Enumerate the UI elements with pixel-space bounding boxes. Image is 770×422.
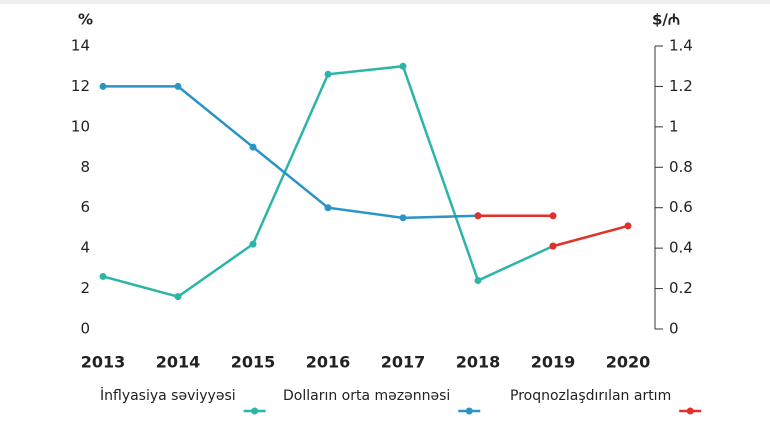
series-line [552, 224, 629, 248]
y2-tick-label: 0.8 [669, 158, 693, 176]
data-point [474, 276, 482, 284]
x-tick-label: 2016 [306, 353, 351, 372]
y2-tick-label: 1.4 [669, 37, 693, 55]
x-tick-label: 2014 [156, 353, 201, 372]
x-tick-label: 2018 [456, 353, 501, 372]
data-point [324, 70, 332, 78]
y-tick-label: 12 [71, 77, 90, 95]
x-tick-label: 2015 [231, 353, 276, 372]
x-tick-label: 2013 [81, 353, 126, 372]
y2-tick-label: 1.2 [669, 77, 693, 95]
y2-axis-label: $/₼ [652, 11, 680, 29]
legend-marker-dot [251, 407, 259, 415]
y2-tick-label: 1 [669, 117, 679, 135]
y2-tick-label: 0.6 [669, 198, 693, 216]
legend-label: Dolların orta məzənnəsi [283, 388, 450, 404]
y-tick-label: 6 [80, 198, 90, 216]
x-tick-label: 2017 [381, 353, 426, 372]
data-point [474, 212, 482, 220]
data-point [324, 204, 332, 212]
data-point [99, 272, 107, 280]
y-axis-label: % [78, 11, 93, 29]
series-line [102, 64, 554, 299]
y2-tick-label: 0.4 [669, 239, 693, 257]
x-tick-label: 2019 [531, 353, 576, 372]
legend-marker-dot [465, 407, 473, 415]
y-tick-label: 8 [80, 158, 90, 176]
legend-marker-dot [686, 407, 694, 415]
y-tick-label: 0 [80, 320, 90, 338]
series-line [103, 85, 479, 220]
y2-tick-label: 0.2 [669, 279, 693, 297]
data-point [249, 240, 257, 248]
y2-tick-label: 0 [669, 320, 679, 338]
y-tick-label: 4 [80, 239, 90, 257]
legend-label: İnflyasiya səviyyəsi [100, 386, 236, 404]
data-point [624, 222, 632, 230]
legend-label: Proqnozlaşdırılan artım [510, 388, 671, 404]
y-tick-label: 2 [80, 279, 90, 297]
data-point [549, 212, 557, 220]
data-point [99, 82, 107, 90]
x-tick-label: 2020 [606, 353, 651, 372]
y-tick-label: 10 [71, 117, 90, 135]
data-point [399, 214, 407, 222]
data-point [399, 62, 407, 70]
data-point [249, 143, 257, 151]
top-band [0, 0, 770, 4]
data-point [549, 242, 557, 250]
data-point [174, 293, 182, 301]
y-tick-label: 14 [71, 37, 90, 55]
data-point [174, 82, 182, 90]
